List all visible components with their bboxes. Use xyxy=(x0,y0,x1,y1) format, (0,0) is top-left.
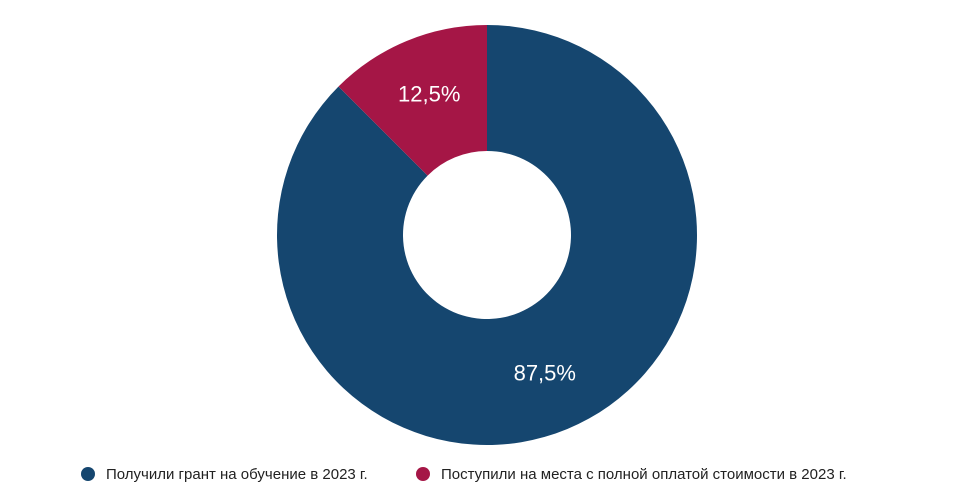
donut-slice xyxy=(277,25,698,446)
legend-label: Поступили на места с полной оплатой стои… xyxy=(441,466,847,483)
value-label: 87,5% xyxy=(514,360,576,385)
legend-label: Получили грант на обучение в 2023 г. xyxy=(106,466,368,483)
donut-slice xyxy=(338,25,487,176)
value-label: 12,5% xyxy=(398,81,460,106)
legend-marker xyxy=(416,467,430,481)
legend-marker xyxy=(81,467,95,481)
